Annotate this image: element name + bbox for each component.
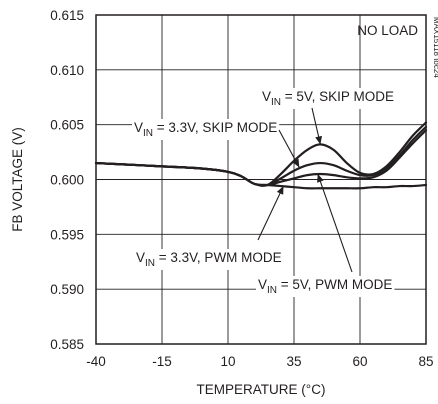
annotation-backing [134, 249, 284, 270]
series-line-4 [94, 161, 428, 190]
annotation-backing [132, 119, 280, 140]
x-tick-label: -40 [86, 354, 106, 369]
annotation-arrowhead [276, 186, 284, 195]
plot-frame [95, 14, 427, 345]
annotation-leader [257, 185, 284, 241]
annotation-label: VIN = 5V, PWM MODE [258, 277, 392, 296]
x-tick-label: 10 [220, 354, 235, 369]
annotation-arrowhead [317, 174, 324, 183]
x-tick-label: 35 [286, 354, 301, 369]
y-tick-label: 0.615 [50, 8, 84, 23]
annotation-label: VIN = 5V, SKIP MODE [262, 89, 394, 108]
y-axis-title: FB VOLTAGE (V) [10, 127, 25, 232]
y-tick-label: 0.585 [50, 337, 84, 352]
x-tick-label: -15 [152, 354, 172, 369]
annotation-backing [260, 88, 396, 109]
y-tick-label: 0.600 [50, 173, 84, 188]
no-load-label: NO LOAD [357, 23, 418, 38]
annotation-arrowhead [292, 158, 300, 168]
annotation-arrowhead [315, 135, 323, 145]
y-tick-label: 0.590 [50, 282, 84, 297]
y-tick-label: 0.610 [50, 63, 84, 78]
series-annotations: VIN = 5V, SKIP MODE VIN = 3.3V, SKIP MODE… [132, 88, 396, 297]
annotation-leader [317, 173, 353, 273]
figure-id: MAX15118 toc24 [432, 17, 438, 78]
y-tick-label: 0.605 [50, 118, 84, 133]
x-tick-labels: -40 -15 10 35 60 85 [86, 354, 433, 369]
series-lines [94, 121, 428, 190]
x-tick-label: 60 [352, 354, 367, 369]
y-tick-labels: 0.585 0.590 0.595 0.600 0.605 0.610 0.615 [50, 8, 84, 352]
x-tick-label: 85 [418, 354, 433, 369]
annotation-backing [256, 276, 395, 297]
annotation-label: VIN = 3.3V, PWM MODE [136, 250, 282, 269]
annotation-label: VIN = 3.3V, SKIP MODE [134, 120, 277, 139]
y-tick-label: 0.595 [50, 227, 84, 242]
x-axis-title: TEMPERATURE (°C) [197, 382, 326, 397]
